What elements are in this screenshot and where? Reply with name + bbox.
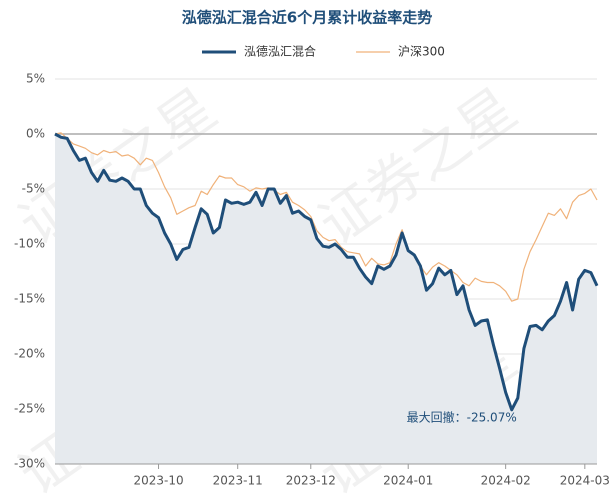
x-tick-label: 2024-02 (481, 474, 531, 488)
y-tick-label: -5% (22, 182, 45, 196)
y-tick-label: 0% (26, 127, 45, 141)
y-tick-label: -30% (14, 457, 45, 471)
annotation: 最大回撤：-25.07% (407, 409, 517, 424)
y-tick-label: -20% (14, 347, 45, 361)
watermark: 证券之星 (308, 76, 529, 258)
legend-label: 沪深300 (398, 45, 445, 59)
x-tick-label: 2023-10 (133, 474, 183, 488)
y-tick-label: -10% (14, 237, 45, 251)
legend-label: 泓德泓汇混合 (244, 44, 316, 59)
y-tick-label: -15% (14, 292, 45, 306)
x-tick-label: 2023-11 (213, 474, 263, 488)
y-tick-label: 5% (26, 72, 45, 86)
x-tick-label: 2023-12 (286, 474, 336, 488)
x-tick-label: 2024-01 (383, 474, 433, 488)
series-line (54, 132, 598, 302)
x-tick-label: 2024-03 (560, 474, 610, 488)
area (55, 134, 597, 464)
y-tick-label: -25% (14, 402, 45, 416)
chart-title: 泓德泓汇混合近6个月累计收益率走势 (182, 9, 432, 27)
series-line (54, 132, 599, 412)
